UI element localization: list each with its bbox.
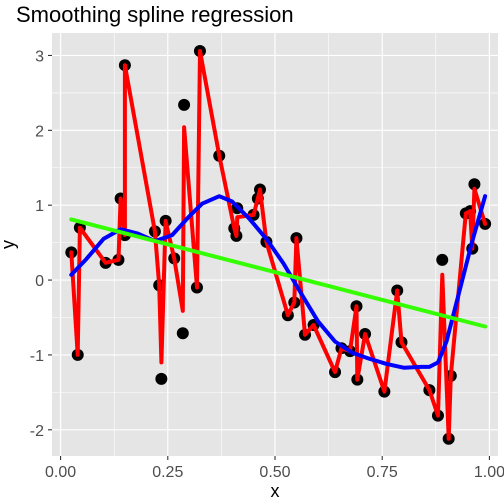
axes: 0.00 0.25 0.50 0.75 1.00 -2 -1 0 1 2 3: [30, 48, 504, 481]
data-point: [155, 372, 168, 385]
x-tick-label: 0.00: [45, 464, 76, 481]
x-tick-label: 0.50: [259, 464, 290, 481]
data-point: [436, 253, 449, 266]
data-point: [176, 327, 189, 340]
fit-lines: [69, 49, 488, 441]
y-tick-label: -1: [30, 348, 44, 365]
x-axis-title: x: [271, 481, 280, 501]
y-tick-label: -2: [30, 423, 44, 440]
data-point: [178, 98, 191, 111]
y-tick-label: 1: [35, 198, 44, 215]
grid-lines: [52, 33, 498, 456]
y-tick-label: 0: [35, 273, 44, 290]
x-tick-label: 0.25: [152, 464, 183, 481]
linear-fit-line: [69, 217, 488, 329]
x-tick-label: 0.75: [367, 464, 398, 481]
data-point: [468, 178, 481, 191]
chart-title: Smoothing spline regression: [16, 2, 294, 27]
y-tick-label: 2: [35, 123, 44, 140]
x-tick-label: 1.00: [474, 464, 504, 481]
y-axis-title: y: [0, 240, 18, 249]
y-tick-label: 3: [35, 48, 44, 65]
